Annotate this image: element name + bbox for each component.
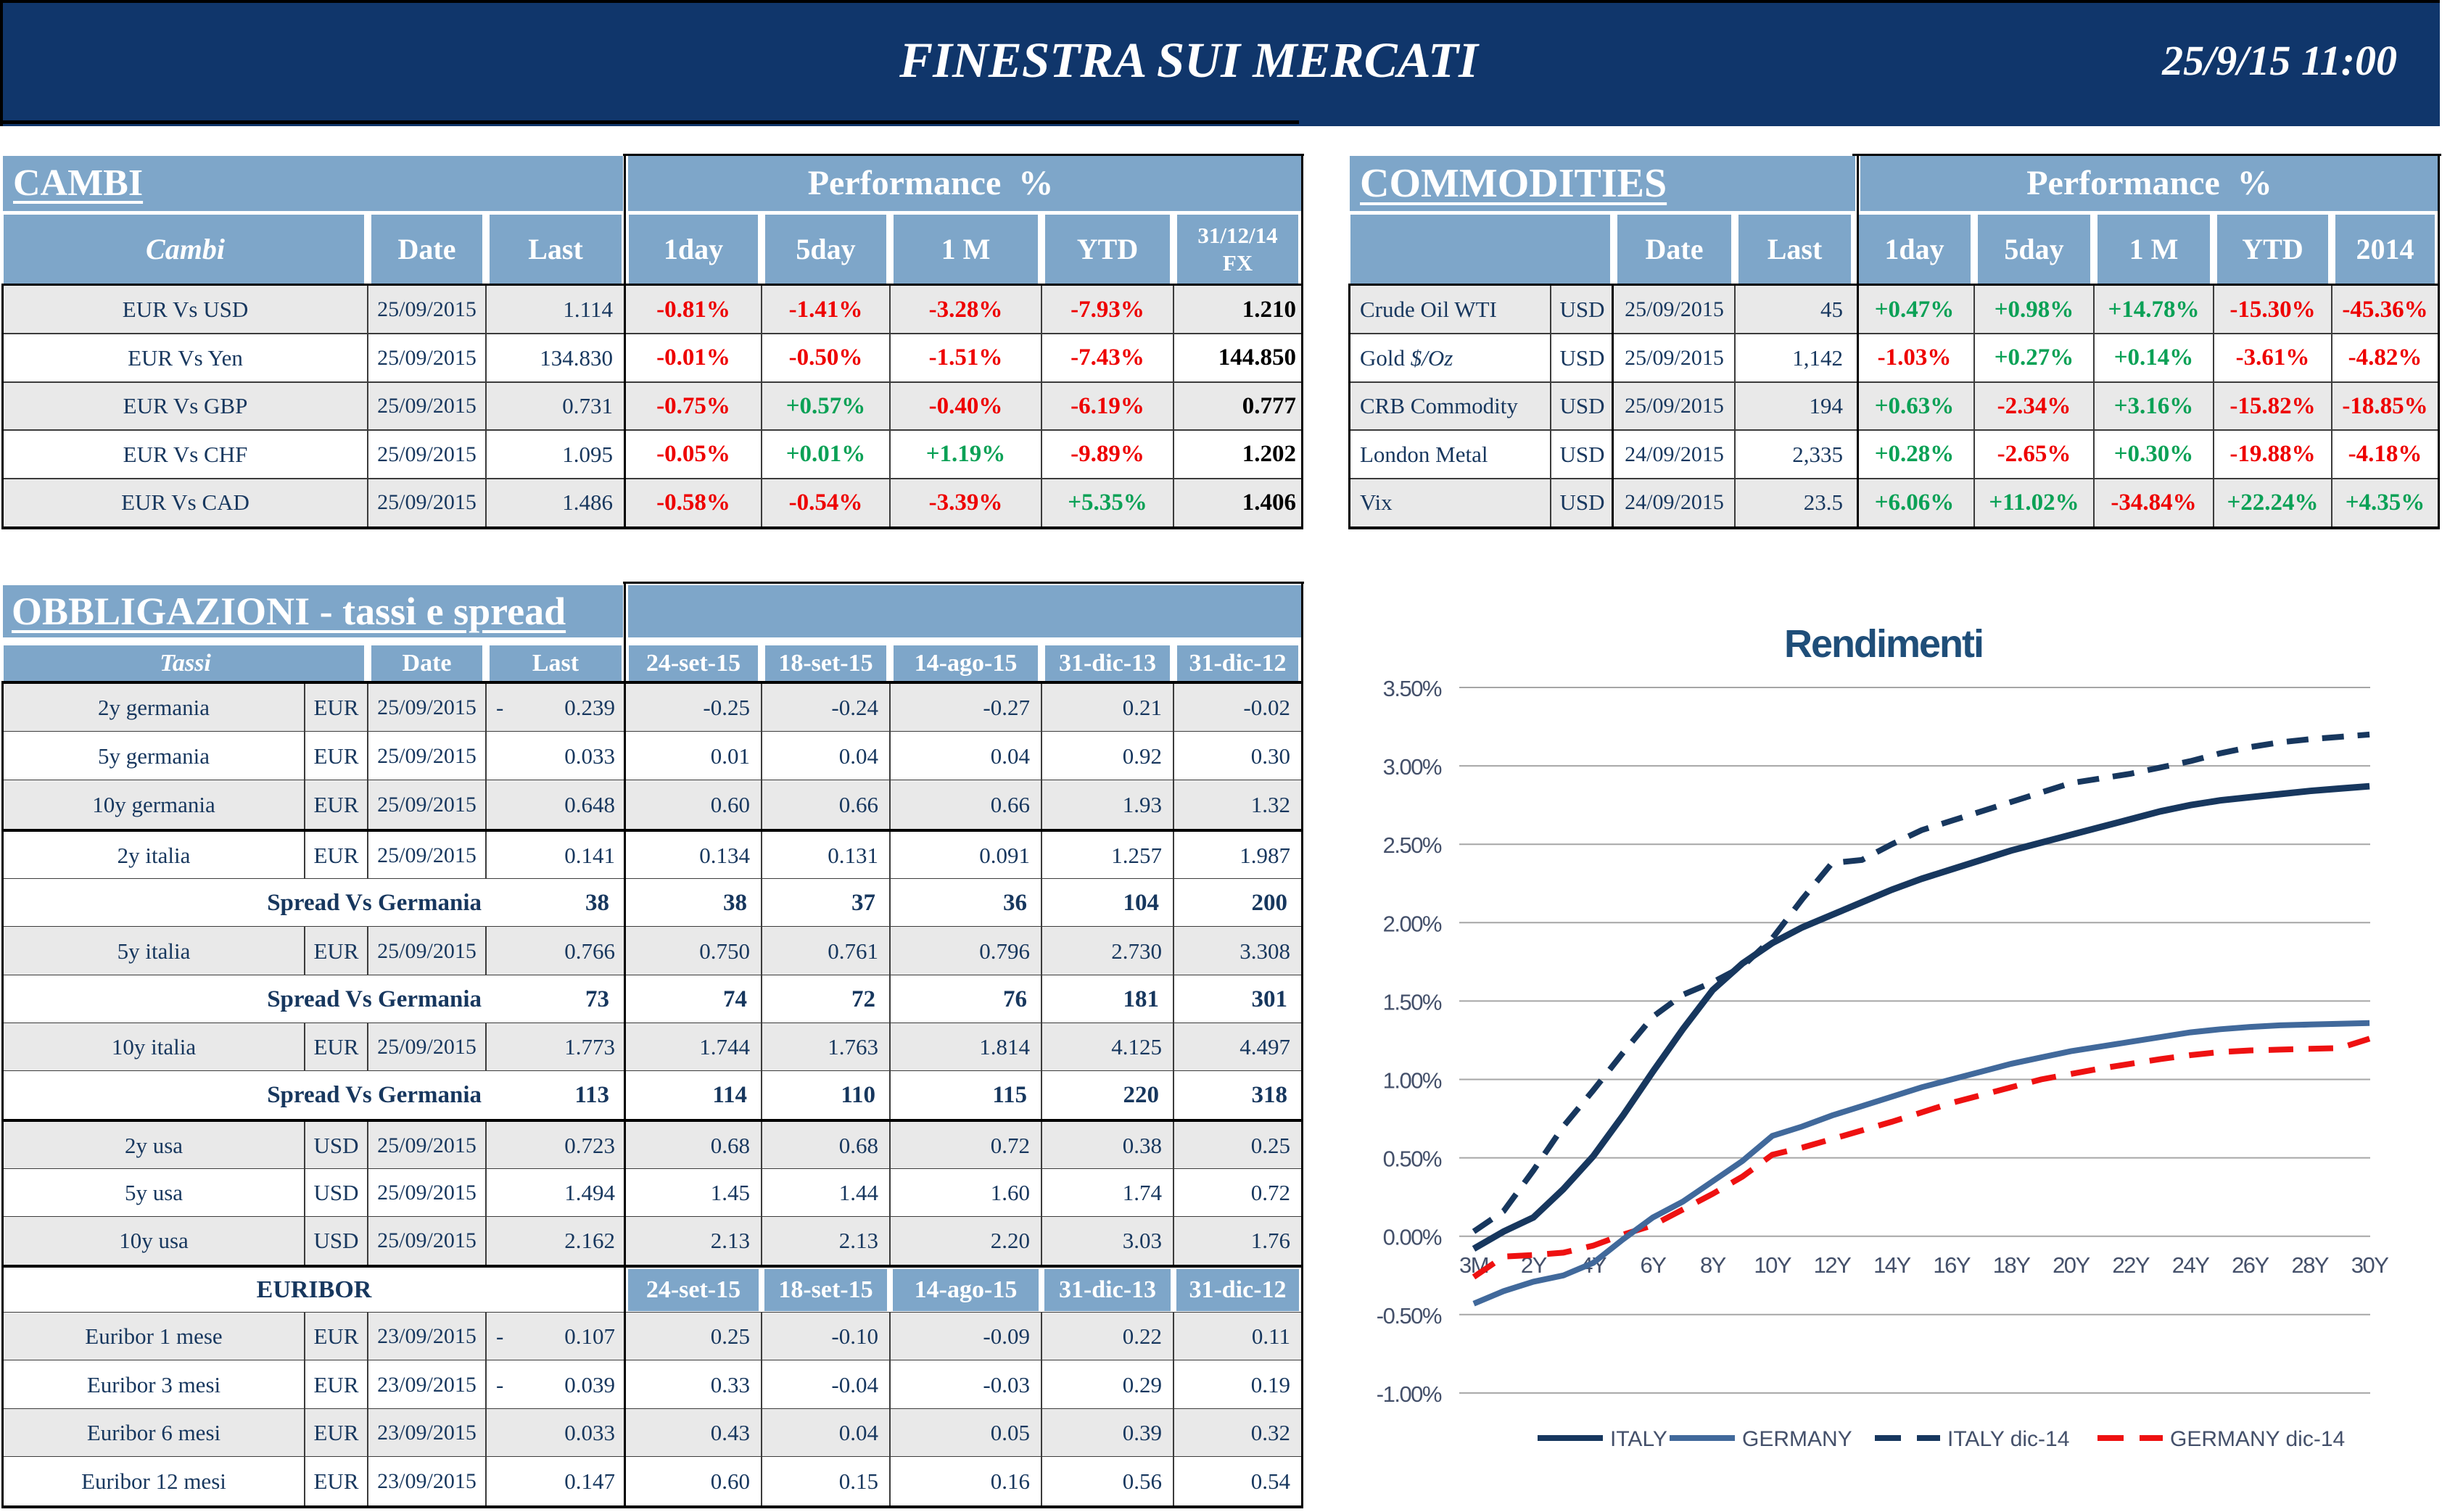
svg-text:ITALY dic-14: ITALY dic-14 [1947,1427,2069,1451]
svg-text:16Y: 16Y [1933,1252,1970,1278]
svg-text:22Y: 22Y [2112,1252,2149,1278]
svg-text:3.50%: 3.50% [1383,676,1442,701]
svg-text:24Y: 24Y [2172,1252,2209,1278]
svg-text:Rendimenti: Rendimenti [1784,622,1983,666]
svg-text:28Y: 28Y [2291,1252,2328,1278]
svg-text:GERMANY: GERMANY [1742,1427,1852,1451]
svg-text:2.50%: 2.50% [1383,833,1442,858]
svg-text:26Y: 26Y [2232,1252,2269,1278]
svg-text:-1.00%: -1.00% [1377,1381,1442,1407]
svg-text:1.00%: 1.00% [1383,1068,1442,1094]
svg-text:8Y: 8Y [1700,1252,1726,1278]
svg-text:18Y: 18Y [1993,1252,2030,1278]
svg-text:2.00%: 2.00% [1383,911,1442,936]
svg-text:6Y: 6Y [1641,1252,1667,1278]
svg-text:3.00%: 3.00% [1383,754,1442,780]
svg-text:12Y: 12Y [1814,1252,1851,1278]
svg-text:1.50%: 1.50% [1383,989,1442,1015]
svg-text:ITALY: ITALY [1610,1427,1667,1451]
svg-text:-0.50%: -0.50% [1377,1303,1442,1329]
svg-text:14Y: 14Y [1873,1252,1910,1278]
svg-text:30Y: 30Y [2351,1252,2388,1278]
svg-text:10Y: 10Y [1754,1252,1791,1278]
svg-text:0.50%: 0.50% [1383,1147,1442,1172]
svg-text:0.00%: 0.00% [1383,1225,1442,1250]
svg-text:GERMANY dic-14: GERMANY dic-14 [2170,1427,2345,1451]
svg-text:20Y: 20Y [2053,1252,2090,1278]
